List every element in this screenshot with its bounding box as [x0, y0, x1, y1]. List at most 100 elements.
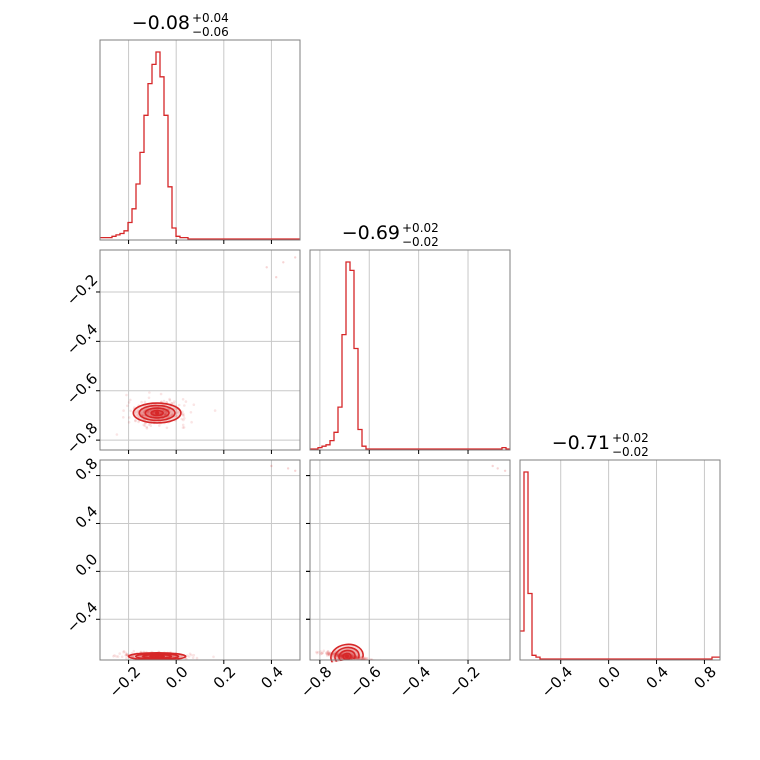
panel-frame: [309, 459, 511, 661]
sample-point: [182, 418, 185, 422]
sample-point: [128, 416, 131, 419]
sample-point: [326, 650, 330, 653]
sample-point: [212, 655, 215, 659]
sample-point: [322, 649, 326, 653]
density-peak: [155, 411, 160, 415]
sample-point: [125, 653, 128, 656]
sample-point: [160, 661, 163, 664]
sample-point: [315, 650, 318, 654]
sample-point: [129, 409, 132, 413]
sample-point: [168, 399, 172, 402]
sample-point: [124, 651, 128, 655]
sample-point: [172, 402, 176, 405]
sample-point: [319, 652, 322, 656]
sample-point: [137, 420, 140, 424]
y-tick-label: 0.0: [72, 550, 102, 580]
sample-point: [168, 397, 171, 401]
sample-point: [340, 654, 343, 657]
x-tick-label: −0.4: [538, 663, 576, 701]
sample-point: [185, 654, 189, 657]
y-tick-label: −0.4: [63, 320, 101, 358]
sample-point: [332, 652, 336, 656]
sample-point: [116, 655, 120, 658]
sample-point: [365, 657, 369, 660]
sample-point: [183, 417, 186, 420]
sample-point: [126, 404, 129, 408]
outlier-point: [275, 276, 278, 279]
sample-point: [170, 401, 174, 405]
sample-point: [145, 661, 148, 664]
outlier-point: [286, 467, 290, 470]
sample-point: [142, 423, 145, 427]
sample-point: [125, 657, 128, 660]
sample-point: [165, 401, 168, 404]
sample-point: [183, 404, 186, 407]
sample-point: [325, 652, 328, 655]
sample-point: [145, 425, 149, 429]
sample-point: [163, 410, 167, 414]
sample-point: [173, 400, 176, 403]
density-peak: [345, 654, 349, 659]
outlier-point: [491, 464, 494, 468]
histogram-0: [100, 51, 300, 240]
sample-point: [145, 426, 149, 430]
sample-point: [143, 400, 147, 404]
sample-point: [327, 653, 331, 657]
sample-point: [359, 657, 362, 660]
sample-point: [335, 654, 339, 657]
x-tick-label: −0.2: [445, 663, 483, 701]
histogram-2: [520, 471, 720, 660]
sample-point: [122, 409, 125, 412]
pair-panel-1-2: [306, 459, 511, 666]
sample-point: [181, 426, 185, 429]
sample-cloud: [112, 464, 297, 665]
histogram-1: [310, 261, 510, 450]
x-tick-label: 0.4: [257, 663, 287, 693]
sample-point: [359, 657, 362, 660]
density-peak: [155, 654, 160, 659]
sample-point: [181, 423, 185, 427]
sample-point: [162, 399, 166, 403]
panel-frame: [309, 249, 511, 451]
sample-point: [319, 650, 323, 653]
y-tick-label: −0.6: [63, 370, 101, 408]
sample-point: [377, 661, 380, 664]
sample-point: [191, 656, 195, 659]
sample-point: [185, 657, 188, 660]
sample-point: [137, 415, 141, 419]
sample-point: [142, 409, 145, 412]
sample-point: [327, 652, 331, 656]
sample-point: [358, 657, 362, 660]
sample-point: [156, 662, 159, 665]
sample-point: [167, 408, 171, 411]
sample-point: [125, 653, 129, 656]
sample-point: [125, 654, 128, 657]
sample-point: [165, 412, 168, 416]
outlier-point: [496, 467, 499, 470]
sample-point: [182, 412, 185, 416]
sample-point: [134, 419, 137, 423]
hist-panel-2: −0.71 +0.02−0.02: [519, 431, 721, 664]
sample-point: [187, 655, 191, 658]
sample-point: [141, 411, 145, 415]
panel-frame: [519, 459, 721, 661]
x-tick-label: −0.8: [297, 663, 335, 701]
x-tick-label: −0.2: [106, 663, 144, 701]
pair-panel-0-2: [96, 459, 301, 665]
outlier-point: [294, 256, 297, 259]
sample-point: [147, 396, 151, 400]
sample-point: [136, 413, 139, 417]
sample-point: [363, 656, 367, 660]
sample-point: [180, 417, 184, 421]
title-median-2: −0.71: [552, 432, 610, 454]
y-tick-label: −0.4: [63, 598, 101, 636]
sample-point: [320, 652, 323, 655]
sample-point: [184, 400, 188, 403]
sample-point: [326, 652, 329, 656]
x-tick-label: 0.2: [210, 663, 240, 693]
x-tick-label: 0.4: [642, 663, 672, 693]
y-tick-label: 0.4: [72, 502, 102, 532]
sample-point: [327, 652, 331, 655]
sample-point: [339, 655, 343, 659]
